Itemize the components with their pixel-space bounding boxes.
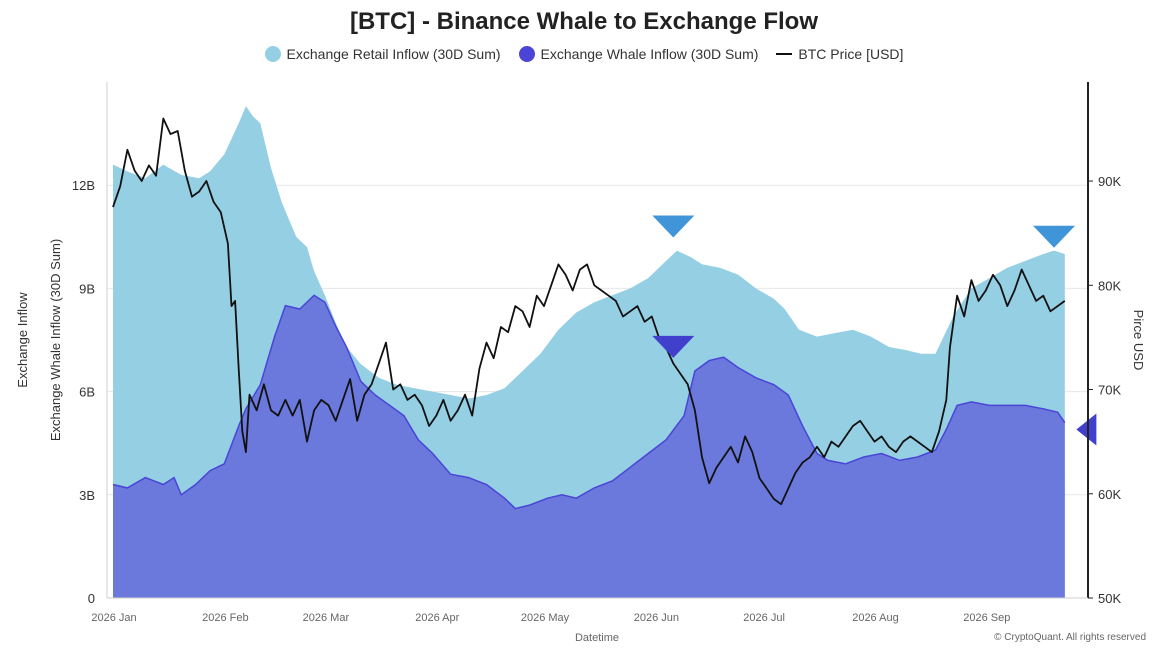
price-line [112, 117, 1066, 506]
marker-triangle-down-0 [652, 215, 695, 238]
area-layer [112, 106, 1066, 598]
x-tick-8: 2026 Sep [963, 612, 1010, 624]
legend-item-price[interactable]: BTC Price [USD] [776, 46, 903, 62]
legend-label-price: BTC Price [USD] [798, 46, 904, 62]
legend-swatch-whale [518, 46, 535, 62]
legend-label-whale: Exchange Whale Inflow (30D Sum) [540, 46, 759, 62]
marker-triangle-left-3 [1076, 413, 1097, 446]
area-series-1 [113, 295, 1065, 598]
y-axis-label-inner: Exchange Whale Inflow (30D Sum) [48, 239, 63, 441]
marker-layer [652, 215, 1097, 446]
legend-label-retail: Exchange Retail Inflow (30D Sum) [286, 46, 501, 62]
x-tick-0: 2026 Jan [91, 612, 136, 624]
x-tick-1: 2026 Feb [202, 612, 248, 624]
x-tick-7: 2026 Aug [852, 612, 899, 624]
x-tick-2: 2026 Mar [303, 612, 350, 624]
x-tick-6: 2026 Jul [743, 612, 785, 624]
axis-layer [106, 82, 1089, 599]
y-left-tick-4: 12B [72, 178, 95, 193]
marker-triangle-down-1 [652, 335, 695, 358]
y-axis-label-right: Pirce USD [1131, 310, 1146, 371]
y-left-tick-2: 6B [79, 385, 95, 400]
legend-item-retail[interactable]: Exchange Retail Inflow (30D Sum) [264, 46, 501, 62]
y-right-tick-4: 90K [1098, 174, 1121, 189]
legend-item-whale[interactable]: Exchange Whale Inflow (30D Sum) [518, 46, 759, 62]
y-right-tick-0: 50K [1098, 591, 1121, 606]
credit-text: © CryptoQuant. All rights reserved [994, 632, 1146, 643]
chart-legend: Exchange Retail Inflow (30D Sum) Exchang… [0, 46, 1168, 62]
area-edge-whale [112, 294, 1066, 510]
legend-swatch-retail [264, 46, 281, 62]
y-right-tick-2: 70K [1098, 383, 1121, 398]
y-left-tick-1: 3B [79, 488, 95, 503]
y-left-tick-0: 0 [88, 591, 95, 606]
x-tick-4: 2026 May [521, 612, 570, 624]
tick-layer: 0 3B 6B 9B 12B 50K 60K 70K 80K 90K 2026 Jan 2026 Fe… [72, 174, 1122, 624]
x-tick-3: 2026 Apr [415, 612, 459, 624]
line-layer [112, 117, 1066, 506]
y-right-tick-1: 60K [1098, 487, 1121, 502]
y-right-tick-3: 80K [1098, 278, 1121, 293]
chart-title: [BTC] - Binance Whale to Exchange Flow [349, 8, 819, 35]
legend-swatch-price [776, 53, 793, 55]
x-tick-5: 2026 Jun [634, 612, 679, 624]
y-left-tick-3: 9B [79, 281, 95, 296]
marker-triangle-down-2 [1033, 225, 1076, 248]
y-axis-label-outer: Exchange Inflow [15, 292, 30, 388]
x-axis-label: Datetime [575, 632, 619, 644]
